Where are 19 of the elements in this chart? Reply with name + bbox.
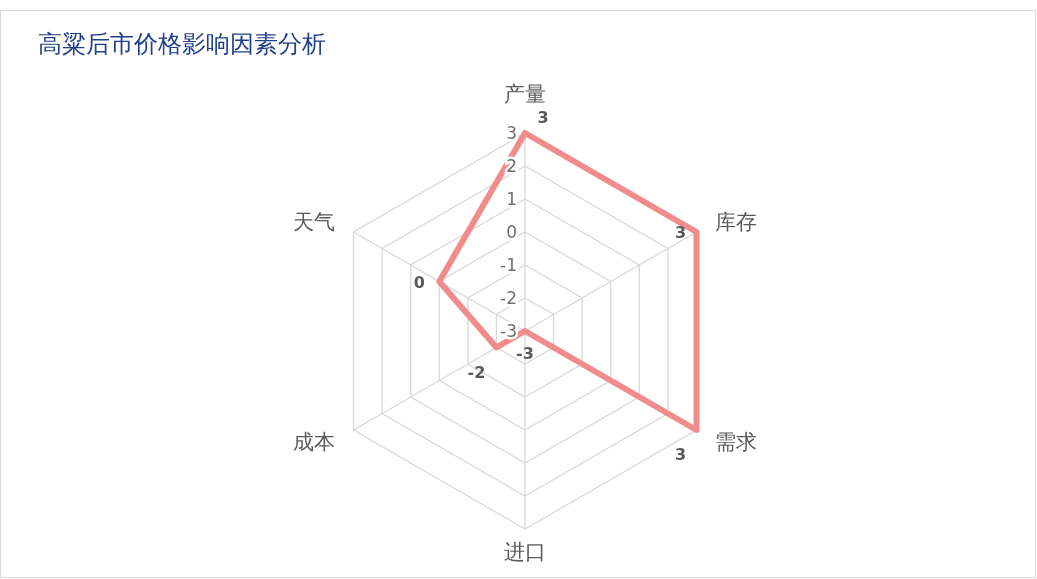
- chart-title: 高粱后市价格影响因素分析: [38, 30, 326, 58]
- spoke-label: 进口: [504, 539, 546, 564]
- y-tick-label: 2: [506, 156, 517, 176]
- data-label: 0: [413, 272, 425, 292]
- spoke-label: 产量: [504, 82, 546, 107]
- data-label: 3: [674, 445, 687, 464]
- y-tick-label: 3: [506, 123, 517, 143]
- y-tick-label: -1: [500, 255, 517, 275]
- y-tick-label: 0: [506, 222, 517, 242]
- spoke-label: 成本: [292, 429, 335, 454]
- data-label: 3: [674, 223, 687, 242]
- y-tick-label: 1: [506, 189, 517, 209]
- y-tick-label: -2: [500, 288, 517, 308]
- data-label: -2: [467, 362, 486, 382]
- y-tick-label: -3: [500, 321, 517, 341]
- spoke-label: 需求: [715, 429, 758, 454]
- spoke-label: 库存: [715, 210, 758, 235]
- data-label: 3: [537, 108, 549, 127]
- spoke-label: 天气: [292, 210, 335, 235]
